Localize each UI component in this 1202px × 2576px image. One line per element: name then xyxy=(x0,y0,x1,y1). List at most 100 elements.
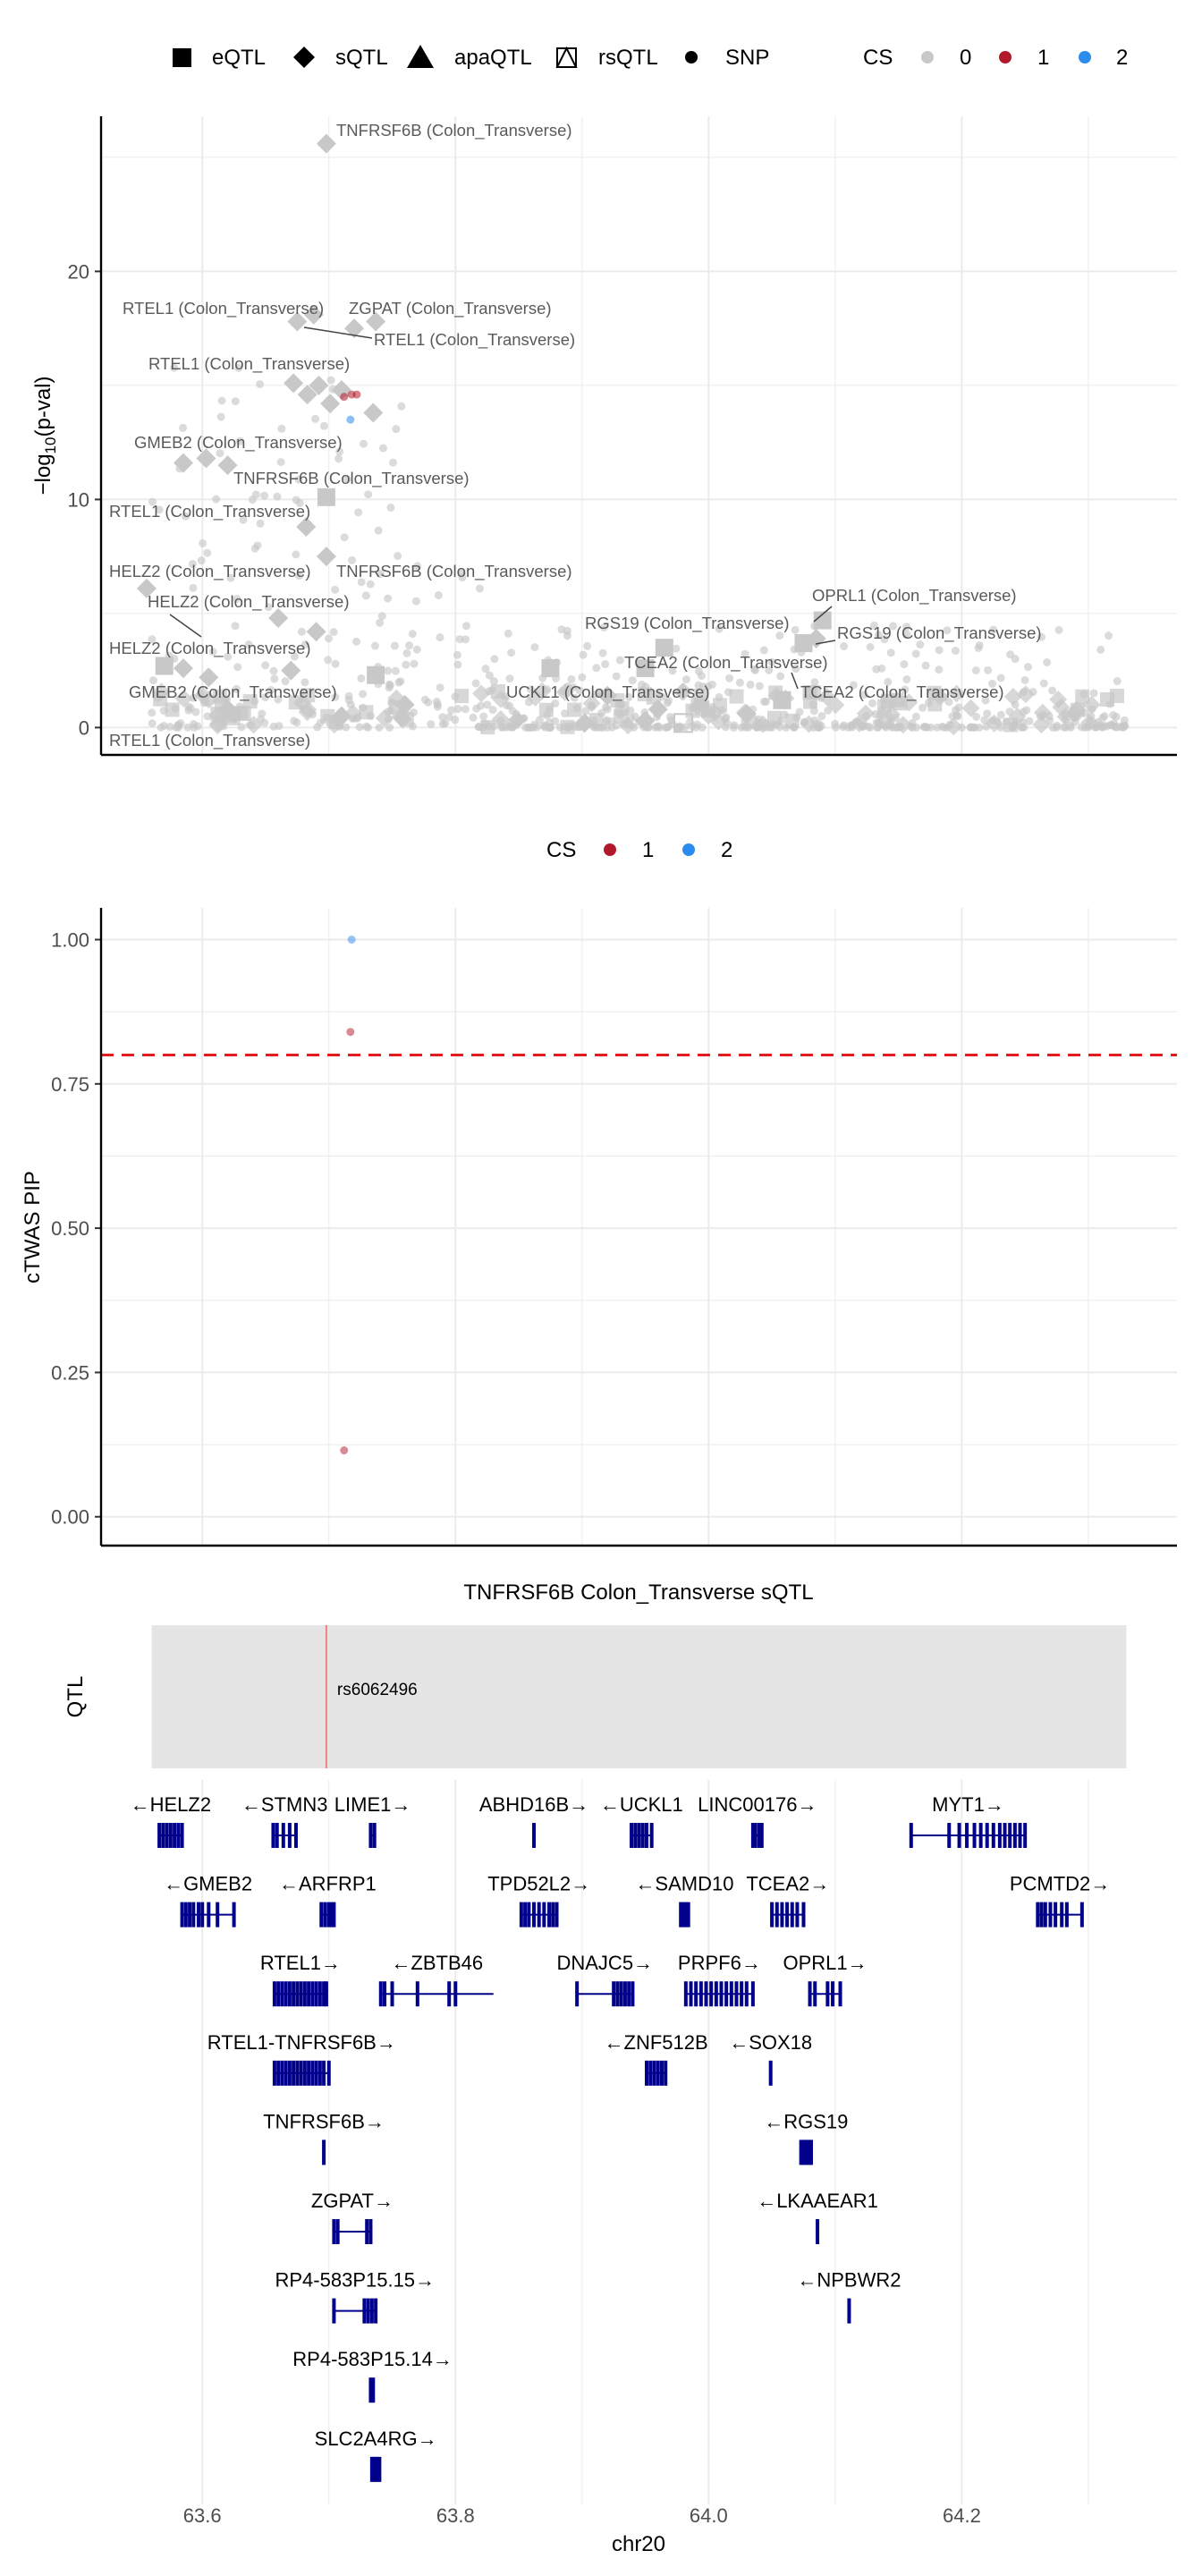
background-snp-point xyxy=(405,641,414,650)
sqtl-point xyxy=(320,394,341,414)
background-snp-point xyxy=(420,695,429,704)
pip-point xyxy=(347,935,356,944)
sqtl-point xyxy=(297,385,317,405)
background-snp-point xyxy=(1120,722,1129,731)
cs2-legend-key xyxy=(1079,51,1091,64)
background-snp-point xyxy=(376,570,385,579)
x-tick-label: 64.2 xyxy=(943,2504,981,2527)
background-snp-point xyxy=(385,723,394,732)
background-snp-point xyxy=(672,644,681,653)
background-snp-point xyxy=(233,594,241,603)
background-snp-point xyxy=(239,515,248,524)
background-snp-point xyxy=(472,704,481,713)
background-snp-point xyxy=(567,674,576,683)
annotation-label: TCEA2 (Colon_Transverse) xyxy=(624,653,828,673)
gene-exon xyxy=(619,1981,623,2007)
background-snp-point xyxy=(810,678,819,687)
background-snp-point xyxy=(776,672,785,681)
background-snp-point xyxy=(989,625,998,634)
top-legend: eQTL sQTL apaQTL rsQTL SNP CS 0 1 2 xyxy=(173,45,1128,70)
background-snp-point xyxy=(354,508,363,517)
gene-exon xyxy=(314,1981,318,2007)
background-snp-point xyxy=(412,645,421,654)
gene-exon xyxy=(768,2060,773,2086)
background-snp-point xyxy=(479,712,488,721)
sqtl-point xyxy=(196,448,216,469)
background-variant-points xyxy=(148,363,1130,736)
background-snp-point xyxy=(326,376,335,385)
background-snp-point xyxy=(831,723,840,732)
background-snp-point xyxy=(840,642,849,651)
gene-label: RP4-583P15.14→ xyxy=(292,2348,453,2370)
gene-label: TNFRSF6B→ xyxy=(263,2110,385,2132)
background-snp-point xyxy=(667,716,676,724)
gene-exon xyxy=(299,2060,303,2086)
background-sqtl-point xyxy=(375,708,394,727)
y-tick-label: 0.25 xyxy=(51,1361,89,1384)
background-sqtl-point xyxy=(394,710,412,729)
gene-exon xyxy=(813,1981,817,2007)
background-snp-point xyxy=(603,705,612,714)
background-snp-point xyxy=(402,648,411,657)
background-snp-point xyxy=(875,631,884,640)
sqtl-point xyxy=(303,304,324,325)
gene-exon xyxy=(374,2298,378,2324)
background-sqtl-point xyxy=(961,699,980,717)
background-snp-point xyxy=(155,505,164,514)
background-snp-point xyxy=(281,677,290,686)
background-snp-point xyxy=(765,665,774,674)
gene-exon xyxy=(1018,1823,1022,1848)
legend-cs-title: CS xyxy=(863,46,893,70)
rsqtl-point xyxy=(673,713,694,733)
y-tick-label: 0.75 xyxy=(51,1073,89,1096)
x-tick-label: 64.0 xyxy=(690,2504,728,2527)
gene-label: LIME1→ xyxy=(334,1793,411,1816)
eqtl-legend-key xyxy=(173,48,191,67)
annotation-label: RTEL1 (Colon_Transverse) xyxy=(374,330,575,350)
background-snp-point xyxy=(270,674,279,683)
annotation-label: TCEA2 (Colon_Transverse) xyxy=(800,682,1004,702)
legend-eqtl-label: eQTL xyxy=(212,46,266,70)
background-snp-point xyxy=(1096,721,1105,730)
background-snp-point xyxy=(427,720,436,729)
pvalue-y-axis-label: −log10(p-val) xyxy=(31,377,59,496)
gene-exon xyxy=(785,1902,790,1928)
pvalue-points xyxy=(136,133,832,733)
x-tick-label: 63.6 xyxy=(183,2504,222,2527)
background-snp-point xyxy=(504,629,512,638)
gene-exon xyxy=(649,1823,654,1848)
background-snp-point xyxy=(974,644,983,653)
background-snp-point xyxy=(277,424,286,433)
gene-exon xyxy=(292,2060,296,2086)
gene-exon xyxy=(972,1823,977,1848)
background-snp-point xyxy=(1023,663,1032,672)
gene-exon xyxy=(770,1902,775,1928)
gene-exon xyxy=(808,2140,813,2165)
gene-exon xyxy=(698,1981,703,2007)
background-snp-point xyxy=(234,363,243,372)
y-tick-label: 0 xyxy=(79,716,89,739)
gene-exon xyxy=(322,2060,326,2086)
gene-exon xyxy=(284,2060,288,2086)
background-snp-point xyxy=(575,686,584,695)
pvalue-scatter-panel: TNFRSF6B (Colon_Transverse) RTEL1 (Colon_… xyxy=(31,116,1177,757)
gene-exon xyxy=(332,2298,336,2324)
cs1-legend-key xyxy=(999,51,1012,64)
background-snp-point xyxy=(355,723,364,732)
gene-exon xyxy=(664,2060,668,2086)
annotation-label: RTEL1 (Colon_Transverse) xyxy=(109,502,310,521)
background-snp-point xyxy=(390,641,399,650)
gene-exon xyxy=(644,2060,648,2086)
background-snp-point xyxy=(433,702,442,711)
background-snp-point xyxy=(902,630,911,639)
gene-exon xyxy=(759,1823,764,1848)
background-snp-point xyxy=(919,723,928,732)
background-sqtl-point xyxy=(472,684,491,703)
pvalue-y-ticks: 0 10 20 xyxy=(68,260,101,739)
background-snp-point xyxy=(1102,722,1111,731)
y-tick-label: 20 xyxy=(68,260,89,283)
gene-label: RTEL1-TNFRSF6B→ xyxy=(207,2031,396,2054)
gene-exon xyxy=(831,1981,835,2007)
gene-exon xyxy=(271,1823,275,1848)
background-snp-point xyxy=(186,704,195,713)
